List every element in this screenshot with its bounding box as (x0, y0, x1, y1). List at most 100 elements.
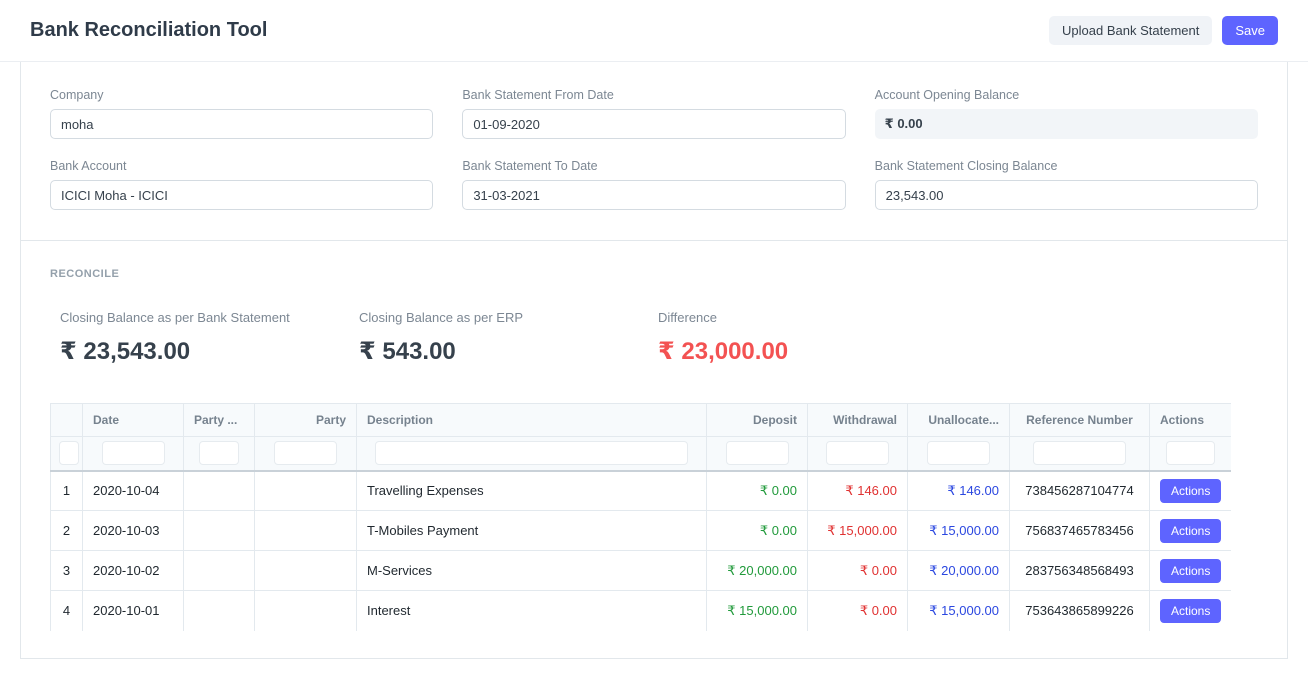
cell-reference-number: 738456287104774 (1009, 470, 1150, 511)
stat-difference: Difference ₹ 23,000.00 (658, 310, 957, 366)
stat-label: Closing Balance as per ERP (359, 310, 524, 325)
cell-date: 2020-10-04 (82, 470, 184, 511)
stat-value: ₹ 543.00 (359, 338, 456, 365)
filter-input-party-type[interactable] (198, 441, 240, 466)
filter-input-party[interactable] (273, 441, 338, 466)
cell-party-type (183, 550, 255, 591)
main-card: Company Bank Statement From Date Account… (20, 62, 1288, 659)
filter-input-withdrawal[interactable] (826, 441, 889, 466)
cell-party (254, 590, 357, 631)
cell-reference-number: 756837465783456 (1009, 510, 1150, 551)
page-header: Bank Reconciliation Tool Upload Bank Sta… (0, 0, 1308, 62)
row-actions-button[interactable]: Actions (1160, 598, 1222, 623)
cell-unallocated: ₹ 20,000.00 (907, 550, 1010, 591)
cell-deposit: ₹ 15,000.00 (706, 590, 808, 631)
filter-input-deposit[interactable] (725, 441, 789, 466)
cell-withdrawal: ₹ 0.00 (807, 590, 908, 631)
table-row: 2 2020-10-03 T-Mobiles Payment ₹ 0.00 ₹ … (50, 510, 1231, 551)
col-header-serial (50, 403, 83, 437)
filter-input-serial[interactable] (59, 441, 79, 466)
cell-party (254, 550, 357, 591)
cell-deposit: ₹ 0.00 (706, 510, 808, 551)
filter-input-unallocated[interactable] (926, 441, 991, 466)
table-header-row: Date Party ... Party Description Deposit… (50, 403, 1231, 437)
col-header-date: Date (82, 403, 184, 437)
row-actions-button[interactable]: Actions (1160, 478, 1222, 503)
filter-input-actions[interactable] (1166, 441, 1215, 466)
from-date-input[interactable] (462, 109, 846, 139)
save-button[interactable]: Save (1222, 15, 1278, 46)
col-header-unallocated: Unallocate... (907, 403, 1010, 437)
field-company: Company (50, 88, 434, 139)
cell-description: T-Mobiles Payment (356, 510, 707, 551)
field-label: Bank Statement To Date (462, 159, 598, 173)
closing-balance-input[interactable] (874, 180, 1258, 210)
cell-serial: 3 (50, 550, 83, 591)
cell-unallocated: ₹ 15,000.00 (907, 510, 1010, 551)
table-filter-row (50, 436, 1231, 471)
cell-description: M-Services (356, 550, 707, 591)
col-header-party: Party (254, 403, 357, 437)
cell-withdrawal: ₹ 0.00 (807, 550, 908, 591)
summary-stats: Closing Balance as per Bank Statement ₹ … (60, 310, 1258, 366)
cell-serial: 1 (50, 470, 83, 511)
cell-deposit: ₹ 0.00 (706, 470, 808, 511)
field-bank-account: Bank Account (50, 159, 434, 210)
col-header-actions: Actions (1149, 403, 1231, 437)
filter-input-reference-number[interactable] (1033, 441, 1126, 466)
row-actions-button[interactable]: Actions (1160, 518, 1222, 543)
field-label: Account Opening Balance (874, 88, 1020, 102)
to-date-input[interactable] (462, 180, 846, 210)
cell-party-type (183, 590, 255, 631)
stat-label: Closing Balance as per Bank Statement (60, 310, 290, 325)
stat-value: ₹ 23,000.00 (658, 338, 789, 365)
cell-date: 2020-10-03 (82, 510, 184, 551)
filter-input-description[interactable] (374, 441, 688, 466)
cell-date: 2020-10-02 (82, 550, 184, 591)
field-label: Bank Statement From Date (462, 88, 614, 102)
bank-account-input[interactable] (50, 180, 434, 210)
col-header-description: Description (356, 403, 707, 437)
transactions-table-wrapper: Date Party ... Party Description Deposit… (50, 403, 1231, 632)
field-opening-balance: Account Opening Balance ₹ 0.00 (874, 88, 1258, 139)
col-header-party-type: Party ... (183, 403, 255, 437)
field-label: Bank Statement Closing Balance (874, 159, 1058, 173)
header-actions: Upload Bank Statement Save (1049, 15, 1278, 46)
cell-deposit: ₹ 20,000.00 (706, 550, 808, 591)
cell-party-type (183, 510, 255, 551)
cell-unallocated: ₹ 15,000.00 (907, 590, 1010, 631)
field-from-date: Bank Statement From Date (462, 88, 846, 139)
table-row: 4 2020-10-01 Interest ₹ 15,000.00 ₹ 0.00… (50, 590, 1231, 631)
cell-description: Travelling Expenses (356, 470, 707, 511)
reconcile-section: RECONCILE Closing Balance as per Bank St… (21, 240, 1287, 632)
cell-party (254, 510, 357, 551)
stat-erp-closing-balance: Closing Balance as per ERP ₹ 543.00 (359, 310, 658, 366)
stat-value: ₹ 23,543.00 (60, 338, 191, 365)
filter-form: Company Bank Statement From Date Account… (21, 62, 1287, 240)
filter-input-date[interactable] (101, 441, 165, 466)
field-closing-balance: Bank Statement Closing Balance (874, 159, 1258, 210)
cell-date: 2020-10-01 (82, 590, 184, 631)
opening-balance-value: ₹ 0.00 (874, 109, 1258, 139)
field-label: Bank Account (50, 159, 127, 173)
row-actions-button[interactable]: Actions (1160, 558, 1222, 583)
col-header-reference-number: Reference Number (1009, 403, 1150, 437)
cell-serial: 4 (50, 590, 83, 631)
company-input[interactable] (50, 109, 434, 139)
table-row: 3 2020-10-02 M-Services ₹ 20,000.00 ₹ 0.… (50, 550, 1231, 591)
cell-reference-number: 753643865899226 (1009, 590, 1150, 631)
table-row: 1 2020-10-04 Travelling Expenses ₹ 0.00 … (50, 470, 1231, 511)
cell-unallocated: ₹ 146.00 (907, 470, 1010, 511)
cell-reference-number: 283756348568493 (1009, 550, 1150, 591)
field-label: Company (50, 88, 104, 102)
reconcile-section-label: RECONCILE (50, 268, 120, 280)
page-title: Bank Reconciliation Tool (30, 19, 268, 41)
cell-party (254, 470, 357, 511)
cell-withdrawal: ₹ 146.00 (807, 470, 908, 511)
upload-bank-statement-button[interactable]: Upload Bank Statement (1049, 15, 1213, 46)
col-header-withdrawal: Withdrawal (807, 403, 908, 437)
cell-withdrawal: ₹ 15,000.00 (807, 510, 908, 551)
field-to-date: Bank Statement To Date (462, 159, 846, 210)
cell-party-type (183, 470, 255, 511)
cell-description: Interest (356, 590, 707, 631)
